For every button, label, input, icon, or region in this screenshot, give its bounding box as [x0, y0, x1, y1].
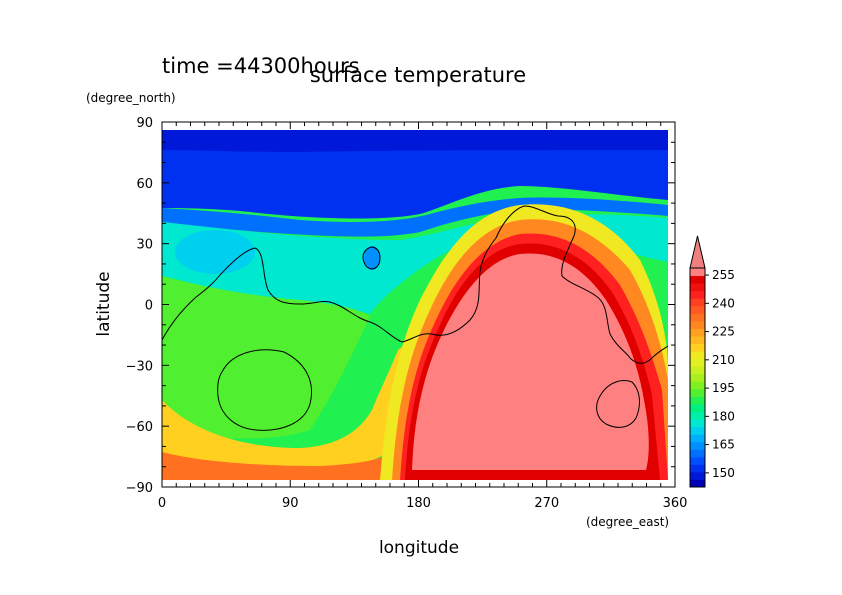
- colorbar-label: 165: [712, 438, 735, 452]
- colorbar-swatch: [690, 276, 705, 284]
- colorbar-swatch: [690, 411, 705, 419]
- colorbar: [690, 236, 709, 488]
- colorbar-swatch: [690, 306, 705, 314]
- y-units-label: (degree_north): [86, 91, 176, 105]
- y-tick-label: 30: [136, 238, 153, 253]
- colorbar-swatch: [690, 381, 705, 389]
- x-tick-label: 360: [663, 496, 688, 511]
- x-tick-labels: 0 90 180 270 360: [158, 496, 688, 511]
- colorbar-swatch: [690, 404, 705, 412]
- colorbar-swatch: [690, 366, 705, 374]
- field-polar-cap-deep: [162, 130, 668, 152]
- x-tick-label: 90: [282, 496, 299, 511]
- colorbar-swatch: [690, 396, 705, 404]
- y-tick-label: −30: [126, 359, 153, 374]
- colorbar-swatch: [690, 336, 705, 344]
- colorbar-swatch: [690, 351, 705, 359]
- y-tick-labels: 90 60 30 0 −30 −60 −90: [126, 116, 153, 496]
- colorbar-label: 195: [712, 381, 735, 395]
- colorbar-label: 240: [712, 296, 735, 310]
- colorbar-swatch: [690, 268, 705, 276]
- colorbar-swatch: [690, 283, 705, 291]
- y-tick-label: −60: [126, 420, 153, 435]
- colorbar-label: 255: [712, 268, 735, 282]
- y-tick-label: 0: [145, 299, 153, 314]
- colorbar-label: 210: [712, 353, 735, 367]
- colorbar-swatch: [690, 427, 705, 435]
- x-axis-label: longitude: [379, 538, 459, 558]
- colorbar-swatch: [690, 479, 705, 487]
- colorbar-overflow-arrow: [690, 236, 705, 268]
- colorbar-swatch: [690, 457, 705, 465]
- colorbar-label: 225: [712, 325, 735, 339]
- colorbar-swatch: [690, 389, 705, 397]
- colorbar-swatch: [690, 472, 705, 480]
- x-tick-label: 0: [158, 496, 166, 511]
- colorbar-label: 180: [712, 409, 735, 423]
- colorbar-labels: 150 165 180 195 210 225 240 255: [712, 268, 735, 480]
- chart-title: surface temperature: [310, 63, 526, 87]
- colorbar-swatch: [690, 434, 705, 442]
- colorbar-label: 150: [712, 466, 735, 480]
- colorbar-swatch: [690, 449, 705, 457]
- colorbar-swatch: [690, 419, 705, 427]
- x-tick-label: 270: [534, 496, 559, 511]
- colorbar-swatch: [690, 344, 705, 352]
- colorbar-swatch: [690, 298, 705, 306]
- colorbar-swatch: [690, 374, 705, 382]
- x-units-label: (degree_east): [586, 515, 669, 529]
- colorbar-swatch: [690, 464, 705, 472]
- y-tick-label: 90: [136, 116, 153, 131]
- temperature-field: [162, 130, 668, 480]
- colorbar-swatch: [690, 359, 705, 367]
- field-cyan-blob: [175, 230, 255, 274]
- colorbar-swatch: [690, 328, 705, 336]
- x-tick-label: 180: [406, 496, 431, 511]
- y-tick-label: −90: [126, 481, 153, 496]
- y-tick-label: 60: [136, 177, 153, 192]
- colorbar-swatch: [690, 321, 705, 329]
- colorbar-swatch: [690, 313, 705, 321]
- y-axis-label: latitude: [94, 271, 114, 336]
- colorbar-swatch: [690, 442, 705, 450]
- colorbar-swatch: [690, 291, 705, 299]
